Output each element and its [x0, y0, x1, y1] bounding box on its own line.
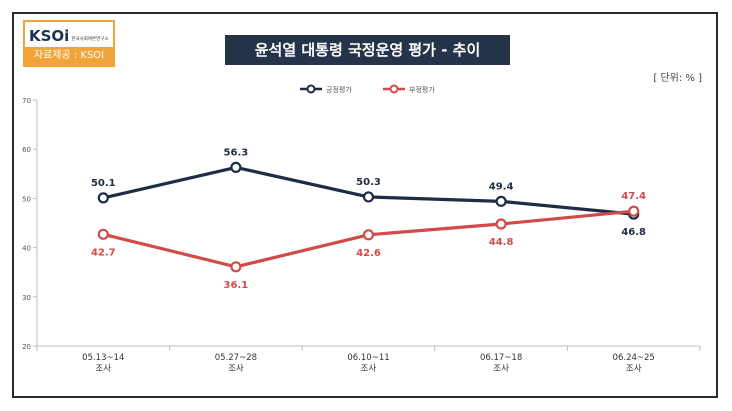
x-tick-sublabel: 조사 [228, 364, 244, 374]
data-point [230, 161, 242, 174]
data-label: 49.4 [489, 181, 514, 192]
chart-frame [12, 12, 718, 398]
x-tick-sublabel: 조사 [361, 364, 377, 374]
data-label: 44.8 [489, 237, 514, 248]
data-label: 46.8 [621, 227, 646, 238]
legend-label: 긍정평가 [326, 85, 352, 94]
data-label: 50.1 [91, 178, 116, 189]
y-tick-label: 40 [22, 245, 31, 253]
data-point [628, 205, 640, 217]
x-tick-sublabel: 조사 [493, 364, 509, 374]
data-label: 50.3 [356, 177, 381, 188]
x-tick-sublabel: 조사 [95, 364, 111, 374]
y-tick-label: 20 [22, 343, 31, 351]
x-tick-sublabel: 조사 [626, 364, 642, 374]
data-point [495, 218, 507, 230]
series-line-1 [102, 165, 634, 216]
chart-title: 윤석열 대통령 국정운영 평가 - 추이 [225, 35, 510, 65]
data-point [362, 229, 375, 241]
data-label: 47.4 [621, 191, 646, 202]
unit-label: [ 단위: % ] [653, 73, 702, 84]
x-tick-label: 05.27~28 [215, 353, 257, 363]
ksoi-logo: KSOi 한국사회여론연구소 자료제공 : KSOI [23, 20, 115, 67]
data-label: 36.1 [224, 280, 249, 291]
logo-mark: KSOi [29, 27, 70, 45]
data-point [230, 261, 242, 273]
x-tick-label: 06.10~11 [347, 353, 389, 363]
data-label: 42.6 [356, 248, 381, 259]
x-tick-label: 06.24~25 [613, 353, 655, 363]
y-tick-label: 50 [22, 195, 31, 203]
data-label: 56.3 [224, 147, 249, 158]
y-tick-label: 70 [22, 97, 31, 105]
y-tick-label: 30 [22, 294, 31, 302]
y-tick-label: 60 [22, 146, 31, 154]
data-point [362, 191, 375, 203]
data-point [495, 195, 507, 207]
data-label: 42.7 [91, 247, 116, 258]
x-tick-label: 06.17~18 [480, 353, 522, 363]
legend-marker [306, 84, 316, 94]
data-source-label: 자료제공 : KSOI [25, 47, 113, 65]
legend-marker [389, 84, 399, 94]
logo-subtitle: 한국사회여론연구소 [71, 36, 109, 42]
legend-label: 부정평가 [409, 85, 435, 94]
data-point [97, 192, 109, 204]
data-point [97, 228, 109, 240]
x-tick-label: 05.13~14 [82, 353, 124, 363]
